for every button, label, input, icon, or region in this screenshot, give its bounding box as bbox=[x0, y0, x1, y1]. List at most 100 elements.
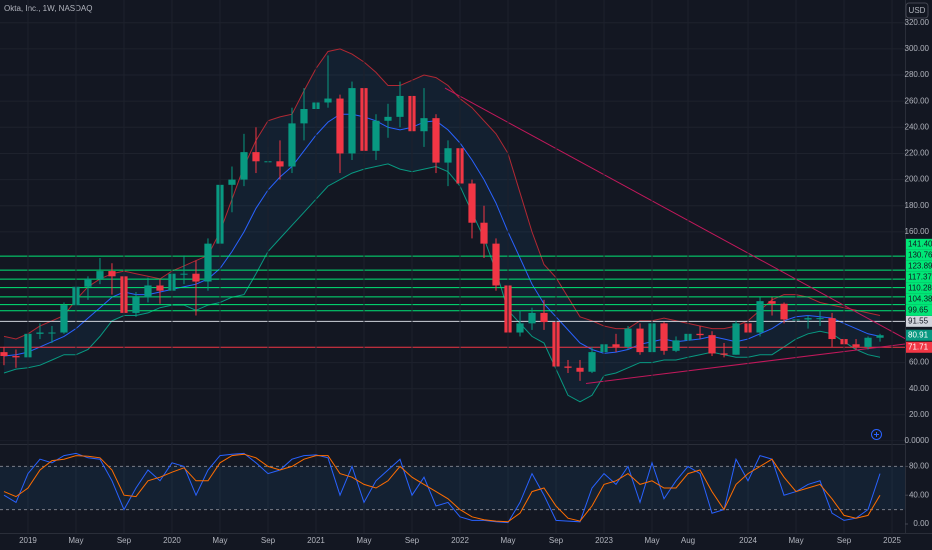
candle-body bbox=[228, 179, 236, 185]
candle-body bbox=[36, 332, 44, 334]
candle-body bbox=[492, 243, 500, 286]
candle-body bbox=[780, 303, 788, 320]
x-tick-label: 2024 bbox=[739, 536, 757, 545]
level-label: 141.40 bbox=[908, 239, 932, 248]
candle-body bbox=[660, 323, 668, 351]
x-tick-label: 2023 bbox=[595, 536, 613, 545]
candle-body bbox=[192, 273, 200, 282]
level-label-box bbox=[906, 293, 932, 305]
currency-box[interactable] bbox=[905, 2, 929, 19]
x-tick-label: 2020 bbox=[163, 536, 181, 545]
x-tick-label: 2019 bbox=[19, 536, 37, 545]
y-tick-label: 0.0000 bbox=[905, 436, 930, 445]
stoch-tick-label: 0.00 bbox=[913, 519, 929, 528]
level-label-box bbox=[906, 271, 932, 283]
candle-body bbox=[324, 98, 332, 103]
band-lower bbox=[3, 163, 881, 403]
x-tick-label: 2021 bbox=[307, 536, 325, 545]
add-button[interactable] bbox=[871, 429, 882, 440]
candle-body bbox=[348, 88, 356, 154]
x-tick-label: May bbox=[788, 536, 803, 545]
candle-body bbox=[768, 301, 776, 304]
candle-body bbox=[60, 305, 68, 333]
candle-body bbox=[468, 183, 476, 223]
candle-body bbox=[540, 312, 548, 323]
y-tick-label: 200.00 bbox=[905, 175, 930, 184]
candle-body bbox=[672, 340, 680, 351]
candle-body bbox=[372, 120, 380, 151]
stoch-tick-label: 40.00 bbox=[909, 490, 930, 499]
candle-body bbox=[588, 352, 596, 372]
level-label-box bbox=[906, 249, 932, 261]
trendline bbox=[444, 87, 905, 340]
candle-body bbox=[432, 118, 440, 163]
candle-body bbox=[84, 278, 92, 287]
level-label-box bbox=[906, 238, 932, 250]
y-tick-label: 300.00 bbox=[905, 44, 930, 53]
candle-body bbox=[708, 335, 716, 354]
level-label: 130.76 bbox=[908, 250, 932, 259]
y-tick-label: 260.00 bbox=[905, 96, 930, 105]
y-tick-label: 160.00 bbox=[905, 227, 930, 236]
last-price-box bbox=[906, 329, 932, 341]
candle-body bbox=[720, 353, 728, 355]
x-tick-label: May bbox=[500, 536, 515, 545]
level-label-box bbox=[906, 304, 932, 316]
candle-body bbox=[396, 95, 404, 117]
stoch-d bbox=[3, 453, 881, 523]
band-fill bbox=[4, 48, 880, 402]
candle-body bbox=[300, 109, 308, 124]
level-label: 99.65 bbox=[908, 305, 929, 314]
candle-body bbox=[528, 312, 536, 324]
y-tick-label: 320.00 bbox=[905, 18, 930, 27]
candle-body bbox=[480, 222, 488, 244]
y-tick-label: 280.00 bbox=[905, 70, 930, 79]
candle-body bbox=[444, 148, 452, 163]
candle-body bbox=[828, 318, 836, 340]
level-label: 123.89 bbox=[908, 261, 932, 270]
y-tick-label: 180.00 bbox=[905, 201, 930, 210]
candle-body bbox=[636, 328, 644, 353]
candle-body bbox=[516, 323, 524, 333]
x-tick-label: May bbox=[212, 536, 227, 545]
level-label-box bbox=[906, 315, 932, 327]
x-tick-label: May bbox=[68, 536, 83, 545]
candle-body bbox=[864, 337, 872, 347]
candle-body bbox=[756, 301, 764, 333]
candle-body bbox=[180, 273, 188, 275]
candle-body bbox=[876, 335, 884, 338]
currency[interactable]: USD bbox=[909, 6, 926, 15]
level-label: 71.71 bbox=[908, 342, 929, 351]
candle-body bbox=[816, 318, 824, 320]
candle-body bbox=[156, 285, 164, 291]
candle-body bbox=[132, 297, 140, 313]
candle-body bbox=[288, 123, 296, 167]
candle-body bbox=[204, 243, 212, 282]
candle-body bbox=[336, 98, 344, 154]
level-label: 91.55 bbox=[908, 316, 929, 325]
level-label: 117.37 bbox=[908, 272, 932, 281]
level-label-box bbox=[906, 260, 932, 272]
candle-body bbox=[612, 344, 620, 347]
trendline bbox=[585, 343, 905, 384]
candle-body bbox=[0, 352, 8, 357]
level-label: 110.28 bbox=[908, 283, 932, 292]
level-label: 104.38 bbox=[908, 294, 932, 303]
last-price-label: 80.91 bbox=[908, 330, 929, 339]
add-circle[interactable] bbox=[871, 429, 882, 440]
stoch-k bbox=[3, 452, 881, 524]
x-tick-label: May bbox=[356, 536, 371, 545]
x-tick-label: Sep bbox=[549, 536, 564, 545]
candle-body bbox=[732, 323, 740, 355]
candle-body bbox=[564, 366, 572, 368]
x-tick-label: Sep bbox=[405, 536, 420, 545]
candle-body bbox=[696, 333, 704, 336]
x-tick-label: 2025 bbox=[883, 536, 901, 545]
candle-body bbox=[804, 318, 812, 320]
candle-body bbox=[12, 356, 20, 358]
x-tick-label: Sep bbox=[117, 536, 132, 545]
candle-body bbox=[624, 328, 632, 347]
candle-body bbox=[252, 152, 260, 162]
